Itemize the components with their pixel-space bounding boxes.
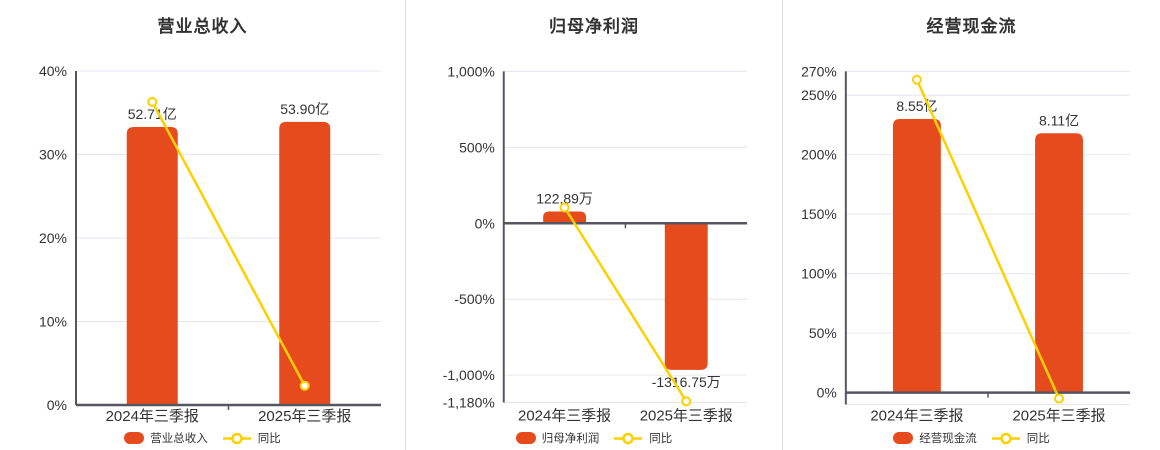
svg-text:-1,000%: -1,000% [443,367,495,383]
svg-text:8.11亿: 8.11亿 [1039,112,1079,128]
chart-title-net-profit: 归母净利润 [549,17,639,36]
legend-label: 经营现金流 [919,433,977,445]
revenue-chart-plot: 40% 30% 20% 10% 0% 52.71亿 53.90亿 2024年三季报 2025年三… [39,63,381,425]
chart-panel-cash-flow: 270% 250% 200% 150% 100% 50% 0% 8.55亿 8.11亿 2024年… [782,0,1160,450]
svg-text:150%: 150% [801,206,837,222]
bar-series-swatch [515,432,536,444]
legend-item-bar-series[interactable]: 营业总收入 [124,430,208,446]
svg-text:2024年三季报: 2024年三季报 [870,407,963,424]
svg-text:2025年三季报: 2025年三季报 [258,408,351,425]
svg-text:2024年三季报: 2024年三季报 [518,407,611,424]
svg-text:-1316.75万: -1316.75万 [652,374,721,390]
svg-text:2025年三季报: 2025年三季报 [1012,407,1105,424]
svg-text:250%: 250% [801,87,837,103]
legend-label: 营业总收入 [150,433,208,445]
cash-flow-chart-plot: 270%250%200%150%100%50%0%8.55亿8.11亿2024年… [801,63,1131,424]
svg-text:0%: 0% [817,385,837,401]
chart-legend-cash-flow: 经营现金流 同比 [783,430,1160,446]
legend-label: 归母净利润 [541,433,600,445]
line-series-icon [614,432,643,444]
chart-legend-revenue: 营业总收入 同比 [0,430,405,446]
svg-text:122.89万: 122.89万 [536,190,593,206]
svg-text:-1,180%: -1,180% [443,395,495,411]
svg-text:500%: 500% [459,139,495,155]
svg-text:40%: 40% [39,63,67,79]
legend-item-line-series[interactable]: 同比 [613,430,672,446]
svg-text:2024年三季报: 2024年三季报 [106,408,199,425]
chart-legend-net-profit: 归母净利润 同比 [406,430,782,446]
svg-text:1,000%: 1,000% [447,63,494,79]
chart-title-cash-flow: 经营现金流 [926,17,1017,36]
line-series-icon [991,432,1020,444]
svg-text:52.71亿: 52.71亿 [128,106,177,122]
bar-series-swatch [893,432,914,444]
svg-text:2025年三季报: 2025年三季报 [640,407,733,424]
svg-text:10%: 10% [39,314,67,330]
bar-series-swatch [124,432,145,444]
svg-text:0%: 0% [475,215,495,231]
legend-item-line-series[interactable]: 同比 [991,430,1050,446]
svg-text:53.90亿: 53.90亿 [280,101,329,117]
net-profit-chart-plot: 1,000% 500% 0% -500% -1,000% -1,180% 122.89万 -1… [443,63,748,424]
legend-item-bar-series[interactable]: 经营现金流 [893,430,977,446]
svg-text:0%: 0% [47,397,67,413]
svg-text:30%: 30% [39,147,67,163]
chart-panel-revenue: 40% 30% 20% 10% 0% 52.71亿 53.90亿 2024年三季报 2025年三… [0,0,405,450]
chart-panel-net-profit: 1,000% 500% 0% -500% -1,000% -1,180% 122.89万 -1… [405,0,782,450]
svg-text:20%: 20% [39,230,67,246]
svg-text:270%: 270% [801,63,837,79]
chart-title-revenue: 营业总收入 [157,17,248,36]
legend-label: 同比 [649,433,673,445]
svg-text:-500%: -500% [454,291,494,307]
legend-item-line-series[interactable]: 同比 [222,430,281,446]
legend-label: 同比 [257,433,281,445]
svg-text:50%: 50% [809,325,837,341]
legend-item-bar-series[interactable]: 归母净利润 [515,430,600,446]
line-series-icon [222,432,251,444]
legend-label: 同比 [1026,433,1050,445]
svg-text:100%: 100% [801,266,837,282]
svg-text:200%: 200% [801,147,837,163]
